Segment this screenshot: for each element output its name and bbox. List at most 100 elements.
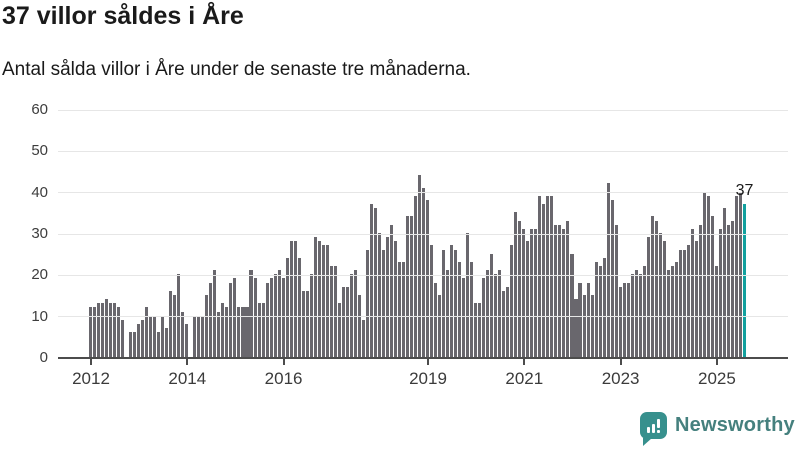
bar <box>602 257 606 357</box>
bar <box>570 253 574 357</box>
bar <box>458 261 462 357</box>
bar <box>442 249 446 357</box>
bar <box>397 261 401 357</box>
bar <box>626 282 630 357</box>
bar <box>313 237 317 357</box>
bar <box>562 228 566 357</box>
bar <box>157 332 161 357</box>
bar <box>293 241 297 357</box>
page-subtitle: Antal sålda villor i Åre under de senast… <box>2 59 471 80</box>
bar <box>558 224 562 357</box>
x-axis-line <box>58 357 788 359</box>
bar <box>582 295 586 357</box>
bar <box>257 303 261 357</box>
bar <box>177 274 181 357</box>
bar <box>638 274 642 357</box>
bar <box>197 315 201 357</box>
bar <box>530 228 534 357</box>
y-axis-label-50: 50 <box>31 142 48 160</box>
bar <box>265 282 269 357</box>
bar <box>105 299 109 357</box>
bar <box>173 295 177 357</box>
bar <box>289 241 293 357</box>
bar <box>145 307 149 357</box>
bar <box>506 286 510 357</box>
x-axis-tick-2023 <box>619 359 622 365</box>
bar <box>281 278 285 357</box>
bar-value-annotation: 37 <box>735 182 754 200</box>
y-axis-label-30: 30 <box>31 225 48 242</box>
x-axis-label-2019: 2019 <box>409 369 447 388</box>
bar <box>538 195 542 357</box>
bar <box>486 270 490 357</box>
bar <box>586 282 590 357</box>
bar <box>670 266 674 357</box>
gridline-y-40 <box>58 192 788 194</box>
bar <box>213 270 217 357</box>
bar <box>738 191 743 357</box>
bar <box>141 319 145 357</box>
bar <box>634 270 638 357</box>
bar <box>730 220 734 357</box>
bar <box>702 191 706 357</box>
gridline-y-50 <box>58 150 788 152</box>
bar <box>237 307 241 357</box>
page-title: 37 villor såldes i Åre <box>2 2 244 30</box>
bar <box>514 212 518 357</box>
bar <box>494 274 498 357</box>
bar <box>153 315 157 357</box>
bar <box>113 303 117 357</box>
bar <box>361 319 365 357</box>
x-axis-label-2016: 2016 <box>264 369 303 388</box>
gridline-y-20 <box>58 274 788 276</box>
bar <box>474 303 478 357</box>
bar <box>566 220 570 357</box>
x-axis-tick-2025 <box>715 359 718 365</box>
bar <box>297 257 301 357</box>
bar <box>365 249 369 357</box>
bar <box>129 332 133 357</box>
bar <box>434 282 438 357</box>
bar <box>121 319 125 357</box>
bar <box>209 282 213 357</box>
bar <box>650 216 654 357</box>
bar <box>373 208 377 357</box>
bar <box>321 245 325 357</box>
bar <box>614 224 618 357</box>
x-axis-tick-2014 <box>186 359 189 365</box>
bar <box>241 307 245 357</box>
bar <box>285 257 289 357</box>
x-axis-tick-2016 <box>282 359 285 365</box>
bar <box>718 228 722 357</box>
bar <box>726 224 730 357</box>
bar <box>229 282 233 357</box>
bar <box>610 199 614 357</box>
bar <box>666 270 670 357</box>
bar <box>97 303 101 357</box>
bar <box>734 195 738 357</box>
bar <box>422 187 426 357</box>
bar <box>165 328 169 357</box>
bar <box>694 241 698 357</box>
bar <box>686 245 690 357</box>
bar <box>233 278 237 357</box>
x-axis-label-2012: 2012 <box>72 369 110 388</box>
bar <box>169 290 173 357</box>
bar <box>510 245 514 357</box>
bar <box>526 241 530 357</box>
highlighted-bar-latest <box>742 204 747 357</box>
bar <box>542 204 546 357</box>
bar-series <box>89 110 747 357</box>
logo-exclamation-icon <box>657 419 660 433</box>
bar <box>249 270 253 357</box>
bar <box>598 266 602 357</box>
bar <box>161 315 165 357</box>
x-axis-label-2025: 2025 <box>697 369 736 388</box>
bar <box>337 303 341 357</box>
bar <box>482 278 486 357</box>
y-axis-label-20: 20 <box>31 266 48 284</box>
bar <box>221 303 225 357</box>
bar <box>450 245 454 357</box>
bar <box>393 241 397 357</box>
gridline-y-30 <box>58 233 788 235</box>
